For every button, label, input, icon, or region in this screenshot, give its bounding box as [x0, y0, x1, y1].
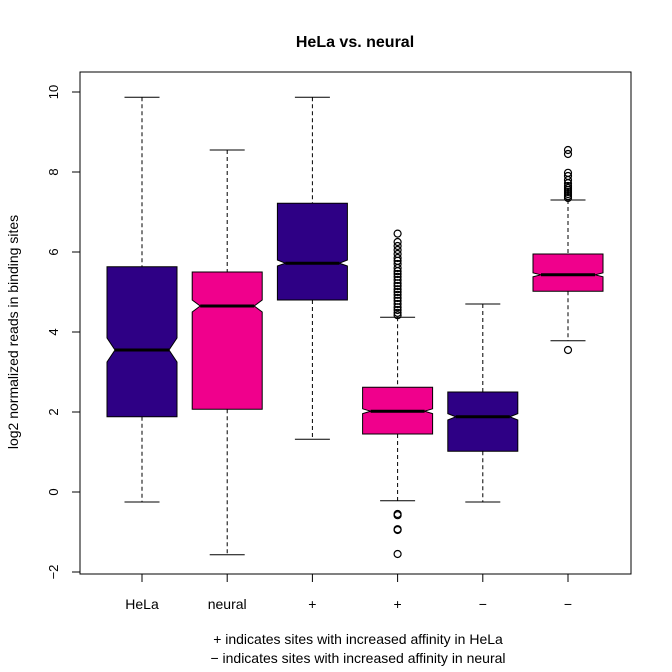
notched-box: [447, 391, 519, 452]
outlier-point: [393, 287, 402, 297]
y-tick-label: 0: [46, 488, 61, 495]
x-tick-label: +: [308, 596, 316, 612]
outlier-point: [393, 509, 402, 519]
outlier-point: [393, 253, 402, 263]
box-1: [106, 96, 178, 503]
outlier-point: [393, 229, 402, 238]
outlier-point: [393, 549, 402, 559]
y-axis: −2 0 2 4 6 8 10: [46, 85, 81, 580]
outlier-point: [393, 245, 402, 255]
outlier-point: [563, 149, 573, 159]
outlier-point: [393, 293, 402, 303]
y-tick-label: 6: [46, 248, 61, 255]
box-series: [106, 96, 604, 559]
footnote-neural: − indicates sites with increased affinit…: [210, 650, 505, 666]
y-tick-label: 4: [46, 328, 61, 335]
box-3: [276, 96, 348, 440]
outlier-point: [393, 269, 402, 279]
notched-box: [276, 202, 348, 301]
chart-title: HeLa vs. neural: [296, 34, 414, 51]
footnote-hela: + indicates sites with increased affinit…: [213, 631, 503, 647]
box-4: [362, 229, 434, 559]
outlier-point: [393, 259, 402, 269]
box-2: [191, 149, 263, 556]
outlier-point: [393, 237, 402, 247]
notched-box: [191, 271, 263, 410]
outlier-point: [393, 525, 402, 534]
notched-box: [106, 266, 178, 418]
outlier-point: [393, 272, 402, 281]
y-tick-label: 2: [46, 408, 61, 415]
y-tick-label: −2: [46, 565, 61, 580]
x-tick-label: neural: [208, 596, 247, 612]
outlier-point: [563, 181, 573, 191]
outlier-point: [563, 168, 573, 177]
y-tick-label: 8: [46, 168, 61, 175]
x-axis: HeLa neural + + − −: [125, 573, 572, 612]
x-tick-label: −: [479, 596, 487, 612]
x-tick-label: +: [394, 596, 402, 612]
x-tick-label: −: [564, 596, 572, 612]
box-5: [447, 303, 519, 503]
outlier-point: [393, 249, 402, 259]
outlier-point: [393, 285, 402, 294]
outlier-point: [393, 305, 402, 315]
x-tick-label: HeLa: [125, 596, 159, 612]
y-tick-label: 10: [46, 85, 61, 99]
outlier-point: [393, 308, 402, 317]
outlier-point: [563, 145, 573, 155]
outlier-point: [393, 275, 402, 285]
outlier-point: [393, 281, 402, 291]
outlier-point: [393, 299, 402, 309]
box-6: [532, 145, 604, 355]
outlier-point: [393, 290, 402, 299]
notched-box: [532, 253, 604, 292]
outlier-point: [563, 345, 573, 355]
y-axis-label: log2 normalized reads in binding sites: [5, 215, 21, 449]
outlier-point: [393, 241, 402, 251]
outlier-point: [563, 171, 573, 181]
outlier-point: [393, 311, 402, 320]
outlier-point: [393, 296, 402, 305]
